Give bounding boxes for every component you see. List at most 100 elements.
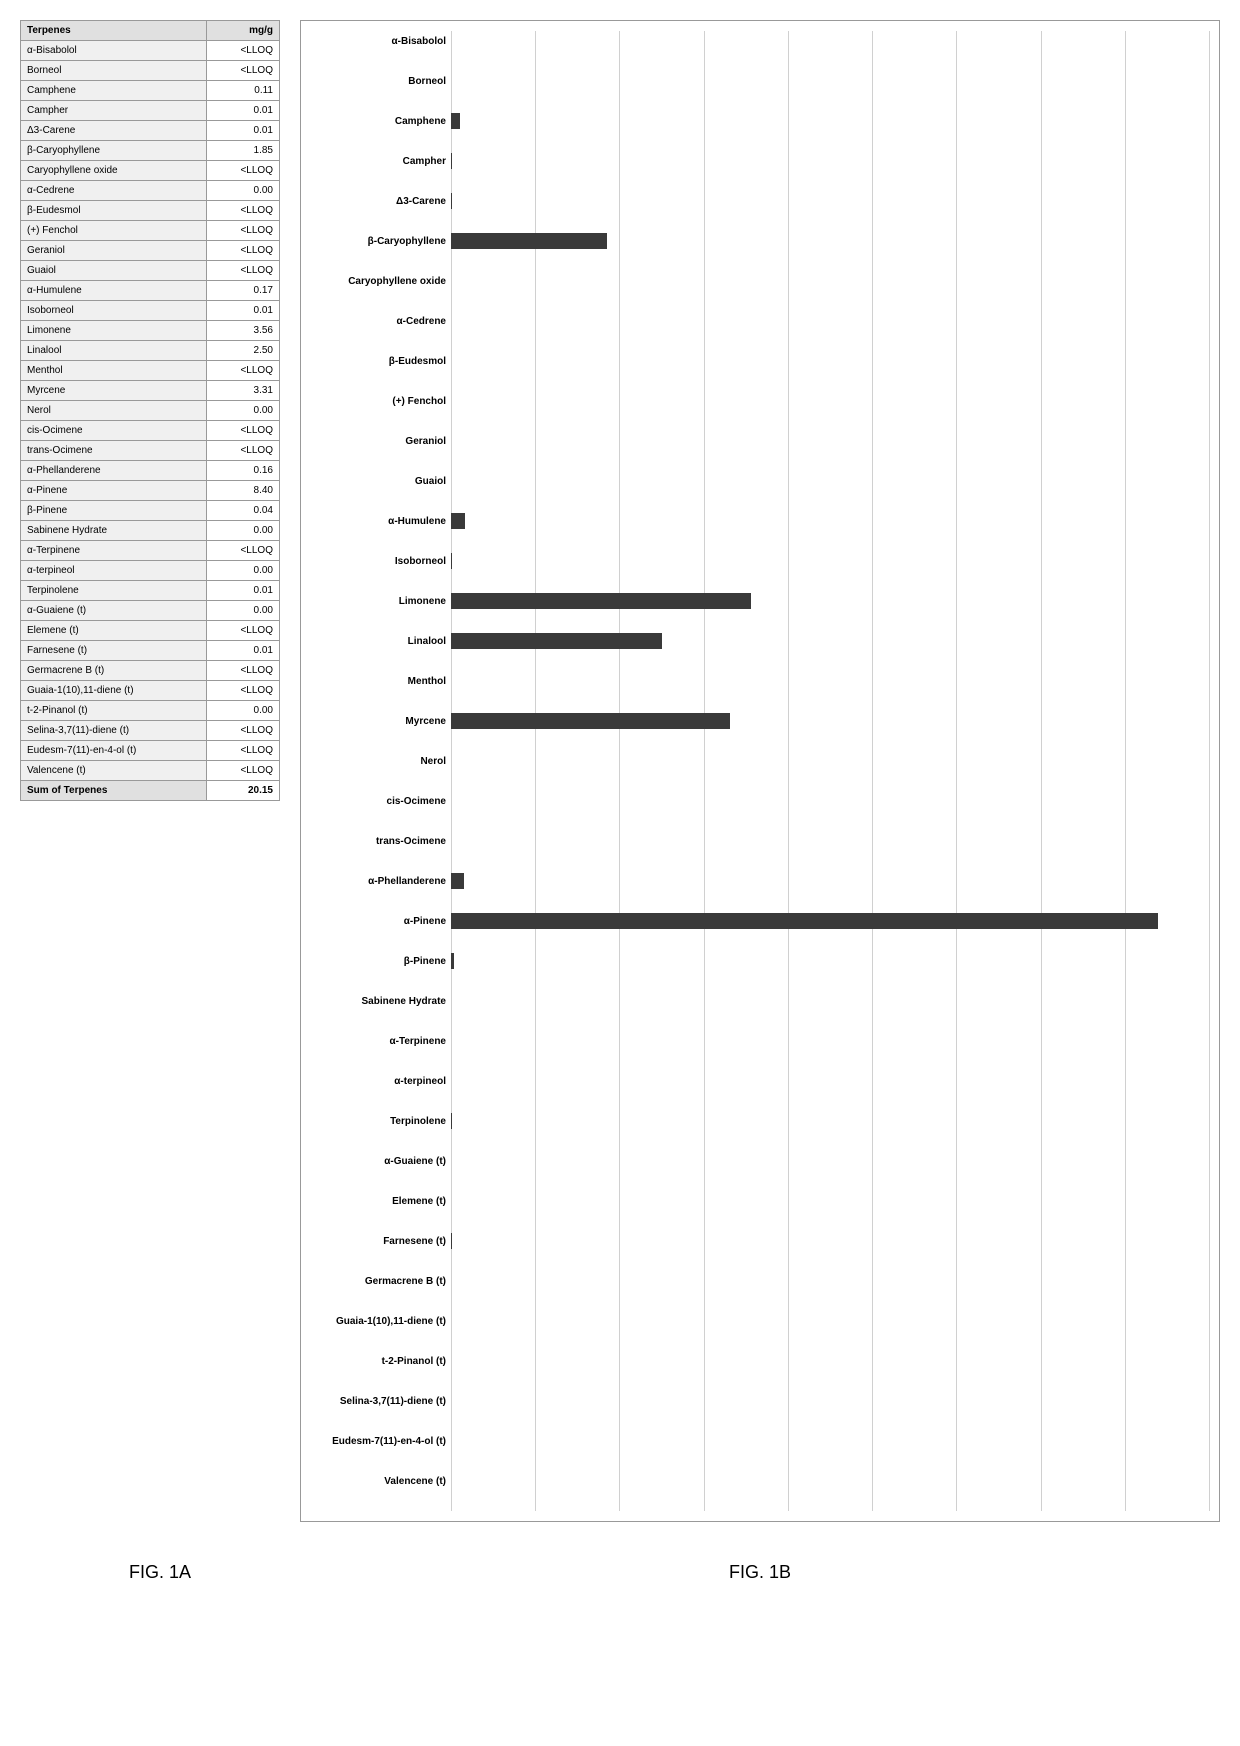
terpene-value: 0.00 xyxy=(207,561,280,581)
fig-1a-label: FIG. 1A xyxy=(20,1562,300,1583)
bar-label: α-Cedrene xyxy=(301,316,451,327)
terpene-value: 0.11 xyxy=(207,81,280,101)
bar-label: Borneol xyxy=(301,76,451,87)
bar-label: Farnesene (t) xyxy=(301,1236,451,1247)
terpene-value: 8.40 xyxy=(207,481,280,501)
header-terpenes: Terpenes xyxy=(21,21,207,41)
terpene-value: <LLOQ xyxy=(207,741,280,761)
terpene-value: 0.01 xyxy=(207,641,280,661)
bar xyxy=(451,593,751,609)
terpene-value: <LLOQ xyxy=(207,261,280,281)
bar-row: Nerol xyxy=(451,751,1209,771)
terpene-value: <LLOQ xyxy=(207,241,280,261)
terpene-name: Sabinene Hydrate xyxy=(21,521,207,541)
terpene-name: α-Terpinene xyxy=(21,541,207,561)
bar-row: α-Humulene xyxy=(451,511,1209,531)
bar-row: Guaia-1(10),11-diene (t) xyxy=(451,1311,1209,1331)
table-row: (+) Fenchol<LLOQ xyxy=(21,221,280,241)
terpene-value: 0.01 xyxy=(207,581,280,601)
table-row: α-Cedrene0.00 xyxy=(21,181,280,201)
terpene-name: Terpinolene xyxy=(21,581,207,601)
bar-row: t-2-Pinanol (t) xyxy=(451,1351,1209,1371)
table-row: Caryophyllene oxide<LLOQ xyxy=(21,161,280,181)
bar-label: Nerol xyxy=(301,756,451,767)
bar-row: Geraniol xyxy=(451,431,1209,451)
table-row: t-2-Pinanol (t)0.00 xyxy=(21,701,280,721)
table-row: α-Guaiene (t)0.00 xyxy=(21,601,280,621)
bar-label: α-Pinene xyxy=(301,916,451,927)
bar xyxy=(451,713,730,729)
bar xyxy=(451,913,1158,929)
table-row: Nerol0.00 xyxy=(21,401,280,421)
table-row: β-Pinene0.04 xyxy=(21,501,280,521)
bar xyxy=(451,553,452,569)
terpene-name: α-Bisabolol xyxy=(21,41,207,61)
bar-row: Eudesm-7(11)-en-4-ol (t) xyxy=(451,1431,1209,1451)
table-row: Elemene (t)<LLOQ xyxy=(21,621,280,641)
table-row: α-Humulene0.17 xyxy=(21,281,280,301)
terpene-name: cis-Ocimene xyxy=(21,421,207,441)
bar-label: α-Guaiene (t) xyxy=(301,1156,451,1167)
bar xyxy=(451,113,460,129)
terpene-value: 0.00 xyxy=(207,401,280,421)
bar-row: α-Cedrene xyxy=(451,311,1209,331)
table-row: β-Eudesmol<LLOQ xyxy=(21,201,280,221)
table-row: Camphene0.11 xyxy=(21,81,280,101)
bar-row: α-terpineol xyxy=(451,1071,1209,1091)
bar-label: α-terpineol xyxy=(301,1076,451,1087)
bar xyxy=(451,193,452,209)
terpene-value: <LLOQ xyxy=(207,61,280,81)
terpene-value: 3.31 xyxy=(207,381,280,401)
terpene-name: Caryophyllene oxide xyxy=(21,161,207,181)
bar-row: Germacrene B (t) xyxy=(451,1271,1209,1291)
table-row: Farnesene (t)0.01 xyxy=(21,641,280,661)
table-row: Linalool2.50 xyxy=(21,341,280,361)
header-mgg: mg/g xyxy=(207,21,280,41)
terpene-name: Valencene (t) xyxy=(21,761,207,781)
chart-section: α-BisabololBorneolCampheneCampherΔ3-Care… xyxy=(300,20,1220,1522)
terpene-value: 3.56 xyxy=(207,321,280,341)
bar-label: α-Humulene xyxy=(301,516,451,527)
table-row: Eudesm-7(11)-en-4-ol (t)<LLOQ xyxy=(21,741,280,761)
table-row: Campher0.01 xyxy=(21,101,280,121)
terpene-value: 0.01 xyxy=(207,121,280,141)
bar-row: Myrcene xyxy=(451,711,1209,731)
bar-row: α-Guaiene (t) xyxy=(451,1151,1209,1171)
terpene-name: trans-Ocimene xyxy=(21,441,207,461)
terpene-name: t-2-Pinanol (t) xyxy=(21,701,207,721)
bar-label: trans-Ocimene xyxy=(301,836,451,847)
bar-row: Valencene (t) xyxy=(451,1471,1209,1491)
bar-label: Caryophyllene oxide xyxy=(301,276,451,287)
table-row: Menthol<LLOQ xyxy=(21,361,280,381)
terpene-value: 0.16 xyxy=(207,461,280,481)
table-row: Isoborneol0.01 xyxy=(21,301,280,321)
bar-label: α-Phellanderene xyxy=(301,876,451,887)
table-row: Limonene3.56 xyxy=(21,321,280,341)
bar xyxy=(451,873,464,889)
terpene-name: Elemene (t) xyxy=(21,621,207,641)
bar-row: Limonene xyxy=(451,591,1209,611)
chart-plot-area: α-BisabololBorneolCampheneCampherΔ3-Care… xyxy=(451,31,1209,1511)
terpene-value: <LLOQ xyxy=(207,761,280,781)
terpene-name: β-Eudesmol xyxy=(21,201,207,221)
bar-row: cis-Ocimene xyxy=(451,791,1209,811)
terpene-name: Borneol xyxy=(21,61,207,81)
terpene-name: Guaiol xyxy=(21,261,207,281)
figure-labels-row: FIG. 1A FIG. 1B xyxy=(20,1562,1220,1583)
bar xyxy=(451,1233,452,1249)
bar-row: Menthol xyxy=(451,671,1209,691)
table-row: α-Pinene8.40 xyxy=(21,481,280,501)
bar-row: α-Pinene xyxy=(451,911,1209,931)
bar xyxy=(451,1113,452,1129)
terpene-value: 0.00 xyxy=(207,701,280,721)
terpene-value: <LLOQ xyxy=(207,441,280,461)
terpene-value: <LLOQ xyxy=(207,541,280,561)
sum-value: 20.15 xyxy=(207,781,280,801)
bar-label: Linalool xyxy=(301,636,451,647)
table-section: Terpenes mg/g α-Bisabolol<LLOQBorneol<LL… xyxy=(20,20,280,801)
bar-label: Eudesm-7(11)-en-4-ol (t) xyxy=(301,1436,451,1447)
table-row: α-Bisabolol<LLOQ xyxy=(21,41,280,61)
table-row: Sabinene Hydrate0.00 xyxy=(21,521,280,541)
bar-label: Elemene (t) xyxy=(301,1196,451,1207)
terpene-name: Selina-3,7(11)-diene (t) xyxy=(21,721,207,741)
